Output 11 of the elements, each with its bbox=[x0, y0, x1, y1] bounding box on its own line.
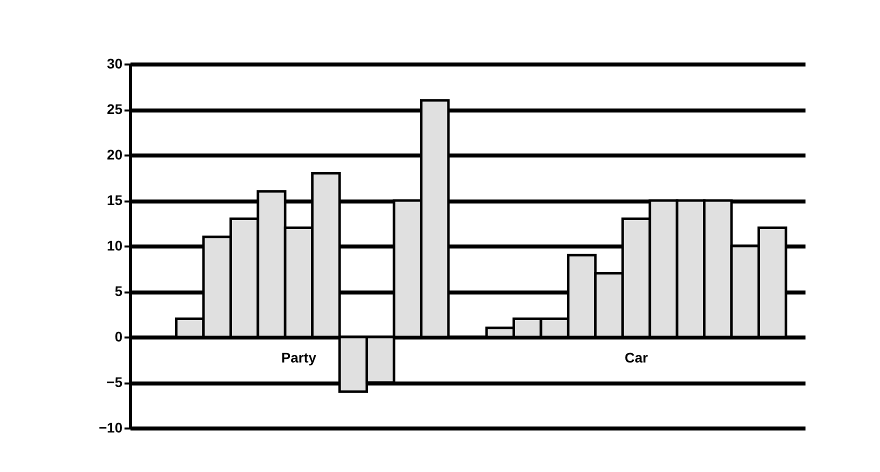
y-tick-label: 5 bbox=[114, 283, 123, 299]
x-tick-label: Car bbox=[624, 350, 648, 366]
y-tick-label: 15 bbox=[106, 192, 123, 208]
y-tick-label: −10 bbox=[98, 420, 123, 436]
y-tick-label: 30 bbox=[106, 56, 123, 72]
x-tick-label: Party bbox=[281, 350, 316, 366]
y-tick-label: 10 bbox=[106, 238, 123, 254]
y-tick-label: 25 bbox=[106, 101, 123, 117]
y-tick-label: 0 bbox=[114, 328, 123, 344]
y-tick-label: −5 bbox=[106, 374, 123, 390]
y-tick-label: 20 bbox=[106, 146, 123, 162]
